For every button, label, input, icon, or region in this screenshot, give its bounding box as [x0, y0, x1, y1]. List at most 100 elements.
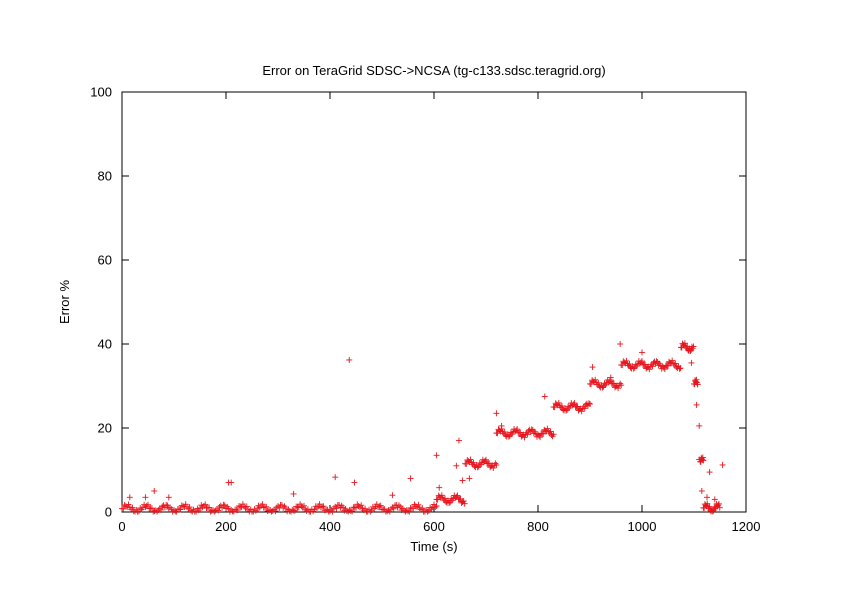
data-point	[501, 429, 508, 436]
data-point	[585, 400, 592, 407]
data-point	[493, 461, 500, 468]
data-point	[238, 504, 245, 511]
data-point	[455, 437, 462, 444]
data-point	[377, 502, 384, 509]
data-point	[419, 505, 426, 512]
data-point	[395, 502, 402, 509]
data-point	[193, 508, 200, 515]
data-point	[661, 366, 668, 373]
data-point	[693, 376, 700, 383]
data-point	[412, 503, 419, 510]
data-point	[171, 507, 177, 514]
data-point	[225, 505, 232, 512]
data-point	[431, 501, 437, 508]
data-point	[126, 494, 133, 501]
y-tick-label: 40	[98, 337, 112, 352]
y-tick-label: 20	[98, 421, 112, 436]
data-point	[332, 474, 339, 481]
data-point	[125, 501, 132, 508]
data-point	[264, 508, 271, 515]
data-point	[563, 407, 570, 414]
x-tick-label: 1000	[628, 519, 657, 534]
data-point	[699, 454, 706, 461]
data-point	[197, 505, 203, 512]
data-point	[615, 385, 622, 392]
data-point	[303, 507, 310, 514]
data-point	[459, 477, 466, 484]
y-tick-label: 60	[98, 253, 112, 268]
data-point	[298, 503, 305, 510]
x-tick-label: 800	[527, 519, 549, 534]
data-point	[177, 506, 184, 513]
data-point	[669, 357, 676, 364]
data-point	[461, 500, 468, 507]
y-tick-label: 0	[105, 505, 112, 520]
data-point	[151, 488, 158, 494]
data-point	[301, 502, 307, 509]
data-point	[124, 503, 131, 510]
data-point	[715, 500, 722, 507]
x-tick-label: 600	[423, 519, 445, 534]
data-point	[693, 401, 700, 408]
data-point	[587, 401, 593, 408]
data-point	[129, 504, 136, 511]
y-tick-label: 80	[98, 169, 112, 184]
data-point	[403, 507, 410, 514]
data-point	[704, 500, 711, 507]
data-point	[186, 504, 193, 511]
data-point	[424, 508, 431, 515]
data-point	[524, 431, 531, 438]
data-point	[706, 469, 713, 476]
data-point	[333, 505, 340, 512]
data-point	[544, 425, 551, 432]
data-point	[375, 504, 382, 511]
data-point	[672, 360, 679, 367]
data-point	[122, 503, 129, 510]
data-point	[351, 479, 358, 486]
data-point	[483, 456, 489, 463]
data-point	[407, 475, 414, 482]
data-point	[578, 408, 585, 415]
data-point	[698, 488, 705, 494]
data-point	[139, 504, 146, 511]
data-point	[376, 503, 383, 510]
data-point	[719, 461, 726, 468]
data-point	[470, 459, 477, 466]
data-point	[120, 505, 127, 512]
data-point	[665, 362, 671, 369]
data-point	[158, 506, 164, 513]
data-point	[145, 501, 151, 508]
data-point	[432, 504, 439, 511]
data-point	[360, 507, 367, 514]
data-point	[142, 494, 149, 501]
data-point	[492, 460, 499, 467]
data-point	[521, 434, 528, 441]
data-point	[317, 504, 324, 511]
data-point	[550, 431, 557, 438]
data-point	[143, 502, 150, 509]
data-point	[505, 433, 512, 440]
data-point	[467, 456, 474, 463]
data-point	[438, 492, 445, 499]
data-point	[165, 494, 172, 501]
data-point	[355, 503, 362, 510]
data-point	[350, 504, 357, 511]
data-point	[433, 452, 440, 459]
data-point	[272, 508, 279, 515]
data-point	[236, 502, 242, 509]
data-point	[327, 508, 333, 515]
data-point	[685, 347, 692, 354]
data-point	[220, 501, 227, 508]
data-point	[151, 508, 158, 515]
data-point	[676, 365, 683, 372]
data-point	[618, 382, 625, 389]
x-tick-label: 200	[215, 519, 237, 534]
data-point	[320, 503, 327, 510]
x-axis-label: Time (s)	[410, 539, 457, 554]
data-point	[349, 508, 356, 515]
data-point	[694, 381, 701, 388]
data-point	[291, 507, 298, 514]
data-point	[228, 479, 235, 486]
data-point	[289, 506, 296, 513]
data-point	[385, 507, 392, 514]
